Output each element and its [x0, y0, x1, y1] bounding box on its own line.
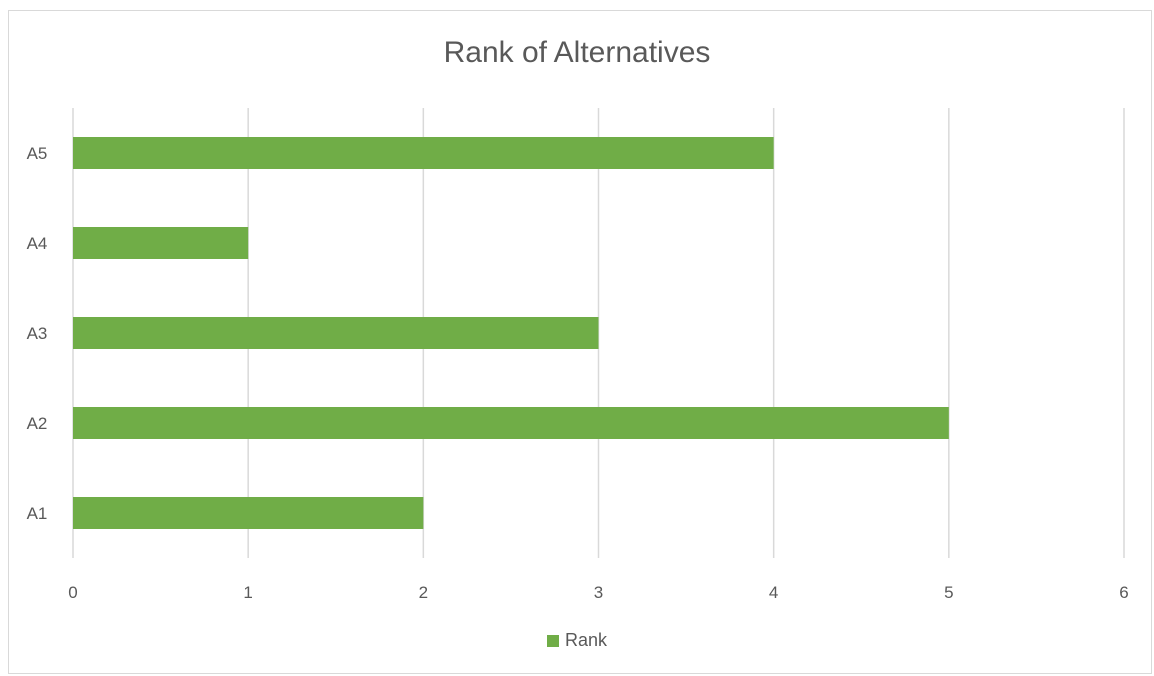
y-tick-label: A3	[27, 324, 48, 343]
x-tick-label: 4	[769, 583, 778, 602]
x-tick-label: 3	[594, 583, 603, 602]
x-axis-tick-labels: 0 1 2 3 4 5 6	[68, 583, 1128, 602]
bar-a1	[73, 497, 424, 529]
y-tick-label: A5	[27, 144, 48, 163]
x-tick-label: 1	[243, 583, 252, 602]
bar-a2	[73, 407, 949, 439]
x-tick-label: 2	[419, 583, 428, 602]
y-axis-tick-labels: A1 A2 A3 A4 A5	[27, 144, 48, 523]
y-tick-label: A1	[27, 504, 48, 523]
legend: Rank	[0, 630, 1154, 651]
bar-a5	[73, 137, 774, 169]
chart-title: Rank of Alternatives	[443, 36, 711, 69]
bar-a4	[73, 227, 249, 259]
bar-a3	[73, 317, 599, 349]
x-tick-label: 5	[944, 583, 953, 602]
legend-swatch	[546, 634, 559, 647]
x-tick-label: 0	[68, 583, 77, 602]
x-tick-label: 6	[1119, 583, 1128, 602]
y-tick-label: A4	[27, 234, 48, 253]
y-tick-label: A2	[27, 414, 48, 433]
legend-label: Rank	[564, 630, 608, 650]
bar-series	[73, 137, 949, 529]
